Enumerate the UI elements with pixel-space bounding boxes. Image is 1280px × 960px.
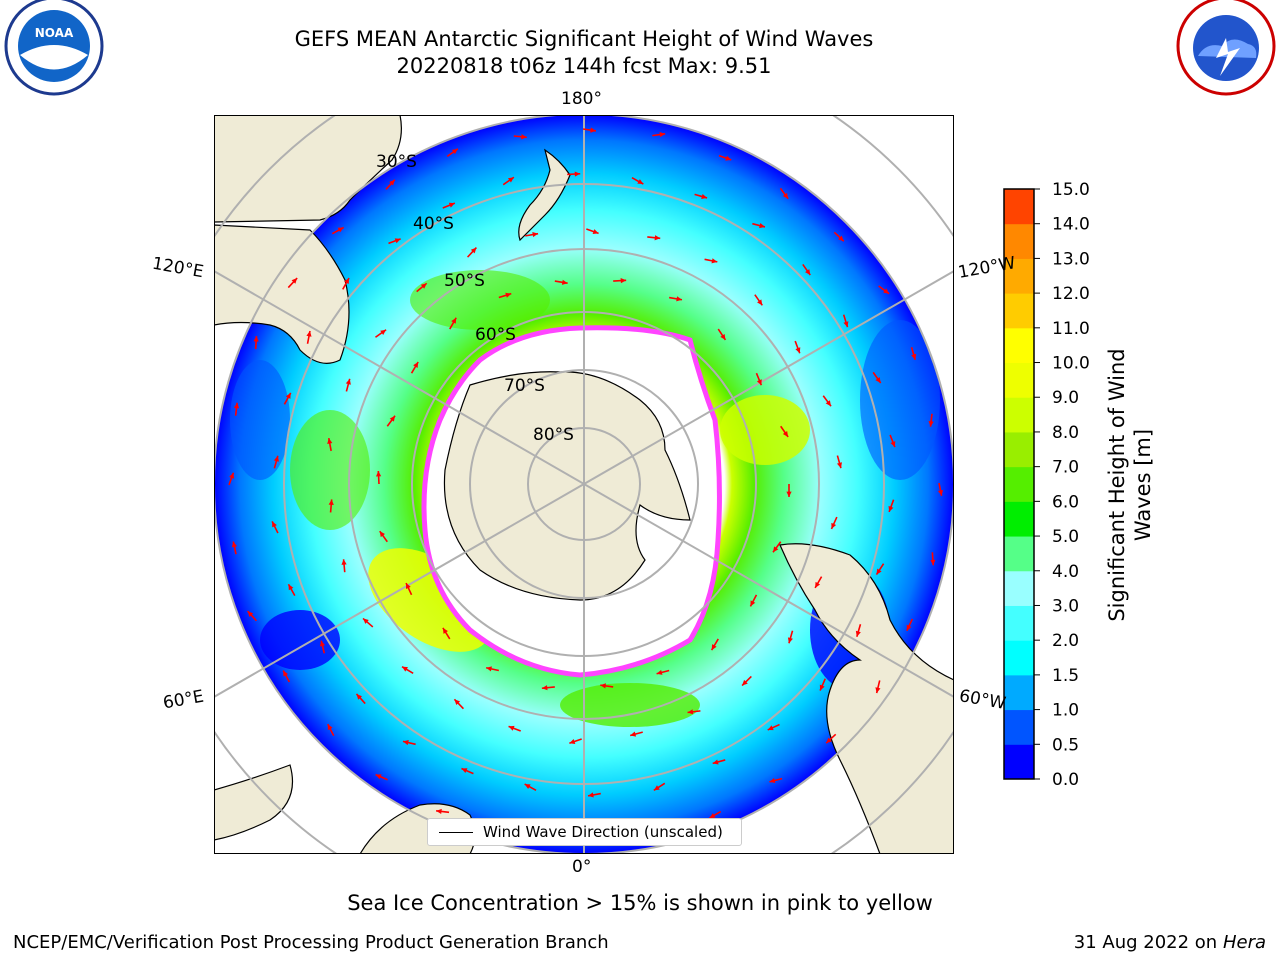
sea-ice-note: Sea Ice Concentration > 15% is shown in … [0, 891, 1280, 915]
footer-credit: NCEP/EMC/Verification Post Processing Pr… [13, 932, 609, 953]
colorbar-tick-label: 1.0 [1052, 701, 1079, 721]
colorbar-band [1004, 467, 1034, 502]
colorbar-tick-label: 9.0 [1052, 388, 1079, 408]
colorbar-tick-label: 7.0 [1052, 458, 1079, 478]
colorbar-tick-label: 1.5 [1052, 666, 1079, 686]
lon-label-bottom: 0° [572, 857, 591, 877]
colorbar-tick-label: 10.0 [1052, 354, 1090, 374]
lat-label-80s: 80°S [533, 425, 574, 445]
map-canvas: NOAA [0, 0, 1280, 960]
colorbar-tick-label: 0.0 [1052, 770, 1079, 790]
nws-logo [1178, 0, 1274, 94]
colorbar-band [1004, 397, 1034, 432]
lat-label-70s: 70°S [504, 376, 545, 396]
footer-date-text: 31 Aug 2022 on [1074, 932, 1217, 953]
colorbar-band [1004, 640, 1034, 675]
colorbar-band [1004, 571, 1034, 606]
colorbar-tick-label: 3.0 [1052, 596, 1079, 616]
legend-line-swatch [439, 832, 473, 833]
colorbar-tick-label: 6.0 [1052, 492, 1079, 512]
colorbar-tick-label: 0.5 [1052, 735, 1079, 755]
colorbar-tick-label: 12.0 [1052, 284, 1090, 304]
colorbar-band [1004, 432, 1034, 467]
legend-label: Wind Wave Direction (unscaled) [483, 823, 723, 841]
colorbar-band [1004, 363, 1034, 398]
colorbar-tick-label: 13.0 [1052, 249, 1090, 269]
lat-label-60s: 60°S [475, 325, 516, 345]
colorbar-tick-label: 5.0 [1052, 527, 1079, 547]
footer-system: Hera [1223, 932, 1266, 953]
footer-date: 31 Aug 2022 on Hera [1074, 932, 1266, 953]
colorbar-title: Significant Height of Wind Waves [m] [1104, 325, 1156, 645]
colorbar-band [1004, 328, 1034, 363]
colorbar-band [1004, 536, 1034, 571]
noaa-logo: NOAA [6, 0, 102, 94]
colorbar-band [1004, 293, 1034, 328]
colorbar-band [1004, 501, 1034, 536]
colorbar-band [1004, 189, 1034, 224]
colorbar-tick-label: 2.0 [1052, 631, 1079, 651]
map-legend: Wind Wave Direction (unscaled) [427, 818, 742, 846]
noaa-logo-text: NOAA [35, 26, 74, 40]
lat-label-40s: 40°S [413, 214, 454, 234]
lon-label-top: 180° [561, 89, 602, 109]
lat-label-50s: 50°S [444, 271, 485, 291]
colorbar-band [1004, 675, 1034, 710]
lat-label-30s: 30°S [376, 152, 417, 172]
colorbar-band [1004, 605, 1034, 640]
colorbar-band [1004, 710, 1034, 745]
colorbar-tick-label: 14.0 [1052, 215, 1090, 235]
colorbar-tick-label: 4.0 [1052, 562, 1079, 582]
colorbar-band [1004, 744, 1034, 779]
colorbar-tick-label: 8.0 [1052, 423, 1079, 443]
colorbar-tick-label: 11.0 [1052, 319, 1090, 339]
colorbar-tick-label: 15.0 [1052, 180, 1090, 200]
